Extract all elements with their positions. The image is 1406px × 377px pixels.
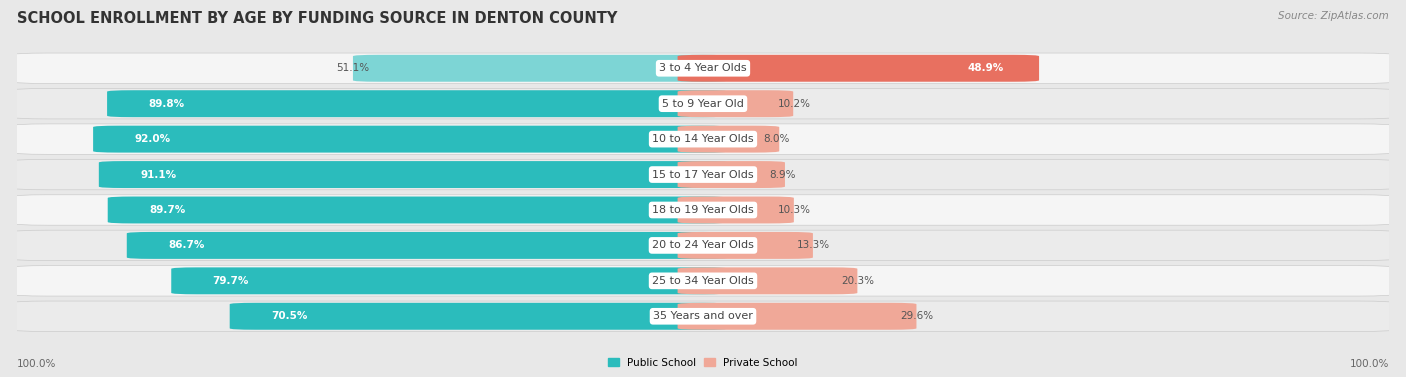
FancyBboxPatch shape bbox=[172, 267, 728, 294]
Text: 20.3%: 20.3% bbox=[842, 276, 875, 286]
Text: 5 to 9 Year Old: 5 to 9 Year Old bbox=[662, 99, 744, 109]
Text: Source: ZipAtlas.com: Source: ZipAtlas.com bbox=[1278, 11, 1389, 21]
FancyBboxPatch shape bbox=[10, 230, 1396, 261]
FancyBboxPatch shape bbox=[678, 55, 1039, 82]
Text: 89.7%: 89.7% bbox=[149, 205, 186, 215]
FancyBboxPatch shape bbox=[10, 266, 1396, 296]
FancyBboxPatch shape bbox=[127, 232, 728, 259]
FancyBboxPatch shape bbox=[678, 303, 917, 330]
Text: 15 to 17 Year Olds: 15 to 17 Year Olds bbox=[652, 170, 754, 179]
FancyBboxPatch shape bbox=[10, 89, 1396, 119]
Text: 79.7%: 79.7% bbox=[212, 276, 249, 286]
FancyBboxPatch shape bbox=[678, 196, 794, 224]
Text: 10.2%: 10.2% bbox=[778, 99, 810, 109]
Text: 51.1%: 51.1% bbox=[336, 63, 368, 73]
FancyBboxPatch shape bbox=[10, 195, 1396, 225]
Text: 25 to 34 Year Olds: 25 to 34 Year Olds bbox=[652, 276, 754, 286]
FancyBboxPatch shape bbox=[10, 159, 1396, 190]
Text: 86.7%: 86.7% bbox=[169, 241, 204, 250]
FancyBboxPatch shape bbox=[98, 161, 728, 188]
Text: 10.3%: 10.3% bbox=[778, 205, 811, 215]
Text: 100.0%: 100.0% bbox=[17, 359, 56, 369]
Text: 70.5%: 70.5% bbox=[271, 311, 308, 321]
Text: 48.9%: 48.9% bbox=[967, 63, 1004, 73]
FancyBboxPatch shape bbox=[678, 232, 813, 259]
Text: 8.9%: 8.9% bbox=[769, 170, 796, 179]
FancyBboxPatch shape bbox=[107, 90, 728, 117]
Text: 91.1%: 91.1% bbox=[141, 170, 176, 179]
Text: 92.0%: 92.0% bbox=[135, 134, 170, 144]
Text: 3 to 4 Year Olds: 3 to 4 Year Olds bbox=[659, 63, 747, 73]
Text: 13.3%: 13.3% bbox=[797, 241, 830, 250]
Text: SCHOOL ENROLLMENT BY AGE BY FUNDING SOURCE IN DENTON COUNTY: SCHOOL ENROLLMENT BY AGE BY FUNDING SOUR… bbox=[17, 11, 617, 26]
Text: 89.8%: 89.8% bbox=[149, 99, 184, 109]
FancyBboxPatch shape bbox=[229, 303, 728, 330]
FancyBboxPatch shape bbox=[678, 126, 779, 153]
FancyBboxPatch shape bbox=[108, 196, 728, 224]
FancyBboxPatch shape bbox=[678, 267, 858, 294]
FancyBboxPatch shape bbox=[678, 90, 793, 117]
FancyBboxPatch shape bbox=[10, 124, 1396, 154]
Legend: Public School, Private School: Public School, Private School bbox=[605, 354, 801, 372]
FancyBboxPatch shape bbox=[93, 126, 728, 153]
Text: 100.0%: 100.0% bbox=[1350, 359, 1389, 369]
Text: 10 to 14 Year Olds: 10 to 14 Year Olds bbox=[652, 134, 754, 144]
Text: 29.6%: 29.6% bbox=[901, 311, 934, 321]
Text: 20 to 24 Year Olds: 20 to 24 Year Olds bbox=[652, 241, 754, 250]
FancyBboxPatch shape bbox=[10, 301, 1396, 331]
FancyBboxPatch shape bbox=[678, 161, 785, 188]
FancyBboxPatch shape bbox=[10, 53, 1396, 83]
FancyBboxPatch shape bbox=[353, 55, 728, 82]
Text: 35 Years and over: 35 Years and over bbox=[652, 311, 754, 321]
Text: 8.0%: 8.0% bbox=[763, 134, 790, 144]
Text: 18 to 19 Year Olds: 18 to 19 Year Olds bbox=[652, 205, 754, 215]
